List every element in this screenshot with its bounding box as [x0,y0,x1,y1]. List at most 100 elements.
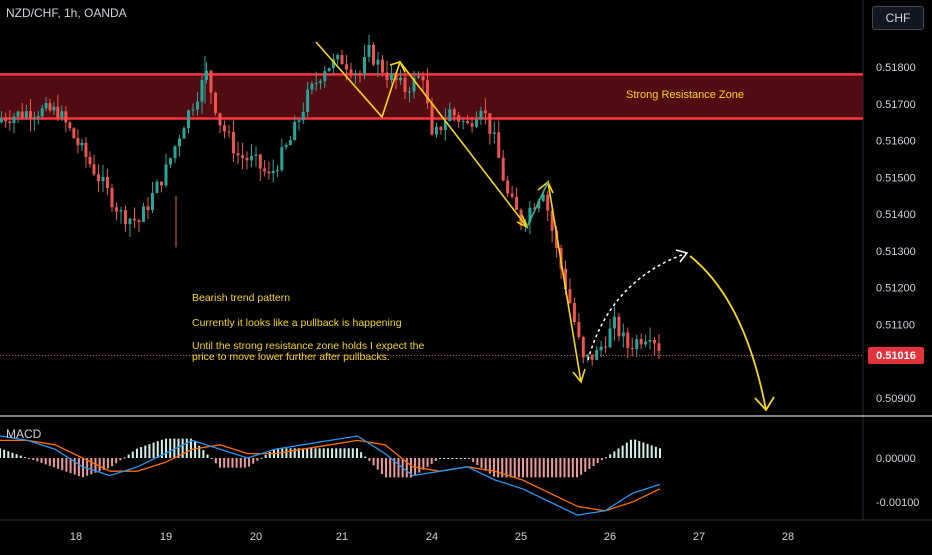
candle-body [421,76,425,81]
macd-histogram-bar [65,458,68,472]
y-tick-label: 0.51400 [876,209,916,221]
macd-histogram-bar [339,448,342,458]
macd-histogram-bar [468,458,471,460]
macd-histogram-bar [476,458,479,465]
arrowhead [572,368,586,384]
candle-body [227,131,231,133]
candle-body [363,56,366,75]
candle-body [577,322,581,337]
candle-body [276,170,279,172]
candle-body [354,73,357,75]
candle-body [595,350,599,360]
macd-histogram-bar [368,458,371,461]
candle-body [115,207,118,212]
macd-histogram-bar [318,448,321,458]
macd-histogram-bar [439,458,441,459]
candle-body [169,158,172,165]
candle-body [434,126,438,135]
candle-body [475,119,478,127]
candle-body [586,354,590,358]
candle-body [209,70,213,93]
macd-histogram-bar [281,448,284,458]
candle-body [155,181,159,194]
macd-histogram-bar [302,448,305,458]
currency-button[interactable]: CHF [872,6,924,30]
candle-body [12,116,16,124]
candle-body [572,303,576,323]
macd-histogram-bar [335,448,338,458]
candle-body [101,176,105,182]
macd-histogram-bar [393,458,396,478]
candle-body [119,210,123,212]
macd-histogram-bar [102,458,105,470]
macd-histogram-bar [36,458,39,462]
macd-histogram-bar [7,451,10,458]
macd-histogram-bar [98,458,101,472]
macd-histogram-bar [73,458,76,475]
macd-histogram-bar [364,456,367,458]
candle-body [635,339,639,350]
macd-histogram-bar [546,458,549,478]
candle-body [555,230,559,249]
macd-histogram-bar [144,445,147,458]
y-tick-label: 0.51100 [876,319,915,331]
macd-histogram-bar [119,458,122,461]
candle-body [151,193,154,211]
macd-histogram-bar [189,438,192,458]
candle-body [581,336,585,358]
macd-histogram-bar [210,458,213,459]
macd-histogram-bar [555,458,558,478]
macd-histogram-bar [202,450,205,458]
macd-histogram-bar [15,454,18,458]
candle-body [271,170,275,174]
macd-y-tick-label: -0.00100 [876,497,919,509]
y-tick-label: 0.51300 [876,246,916,258]
macd-histogram-bar [0,448,1,458]
y-tick-label: 0.51800 [876,62,916,74]
candle-body [44,103,48,109]
macd-histogram-bar [472,458,475,463]
candle-body [106,176,109,188]
candle-body [385,72,389,80]
candle-body [137,220,141,222]
macd-histogram-bar [343,448,346,458]
macd-histogram-bar [285,448,288,458]
macd-histogram-bar [372,458,375,466]
macd-histogram-bar [223,458,226,468]
macd-histogram-bar [613,451,616,458]
macd-histogram-bar [135,448,138,458]
candle-body [648,340,652,342]
macd-histogram-bar [455,458,458,459]
macd-histogram-bar [463,458,466,459]
macd-histogram-bar [430,458,433,464]
macd-histogram-bar [52,458,55,468]
candle-body [417,76,420,78]
macd-histogram-bar [169,438,172,458]
candle-body [36,116,40,118]
macd-histogram-bar [297,448,300,458]
x-tick-label: 24 [426,531,438,543]
candle-body [331,59,335,68]
candle-body [412,77,416,92]
candle-body [187,110,190,129]
macd-histogram-bar [194,441,197,458]
note-pullback: Currently it looks like a pullback is ha… [192,317,402,329]
candle-body [528,207,532,223]
candle-body [128,218,132,225]
bounce-segment [526,181,549,228]
macd-histogram-bar [584,458,587,472]
candle-body [245,157,249,161]
macd-histogram-bar [459,458,462,459]
macd-histogram-bar [488,458,491,474]
macd-histogram-bar [542,458,545,478]
macd-histogram-bar [268,451,271,458]
candle-body [223,125,226,132]
candle-body [399,77,402,81]
macd-histogram-bar [173,438,176,458]
candle-body [200,79,204,102]
x-tick-label: 28 [782,531,794,543]
macd-histogram-bar [551,458,554,478]
candle-body [443,121,447,131]
